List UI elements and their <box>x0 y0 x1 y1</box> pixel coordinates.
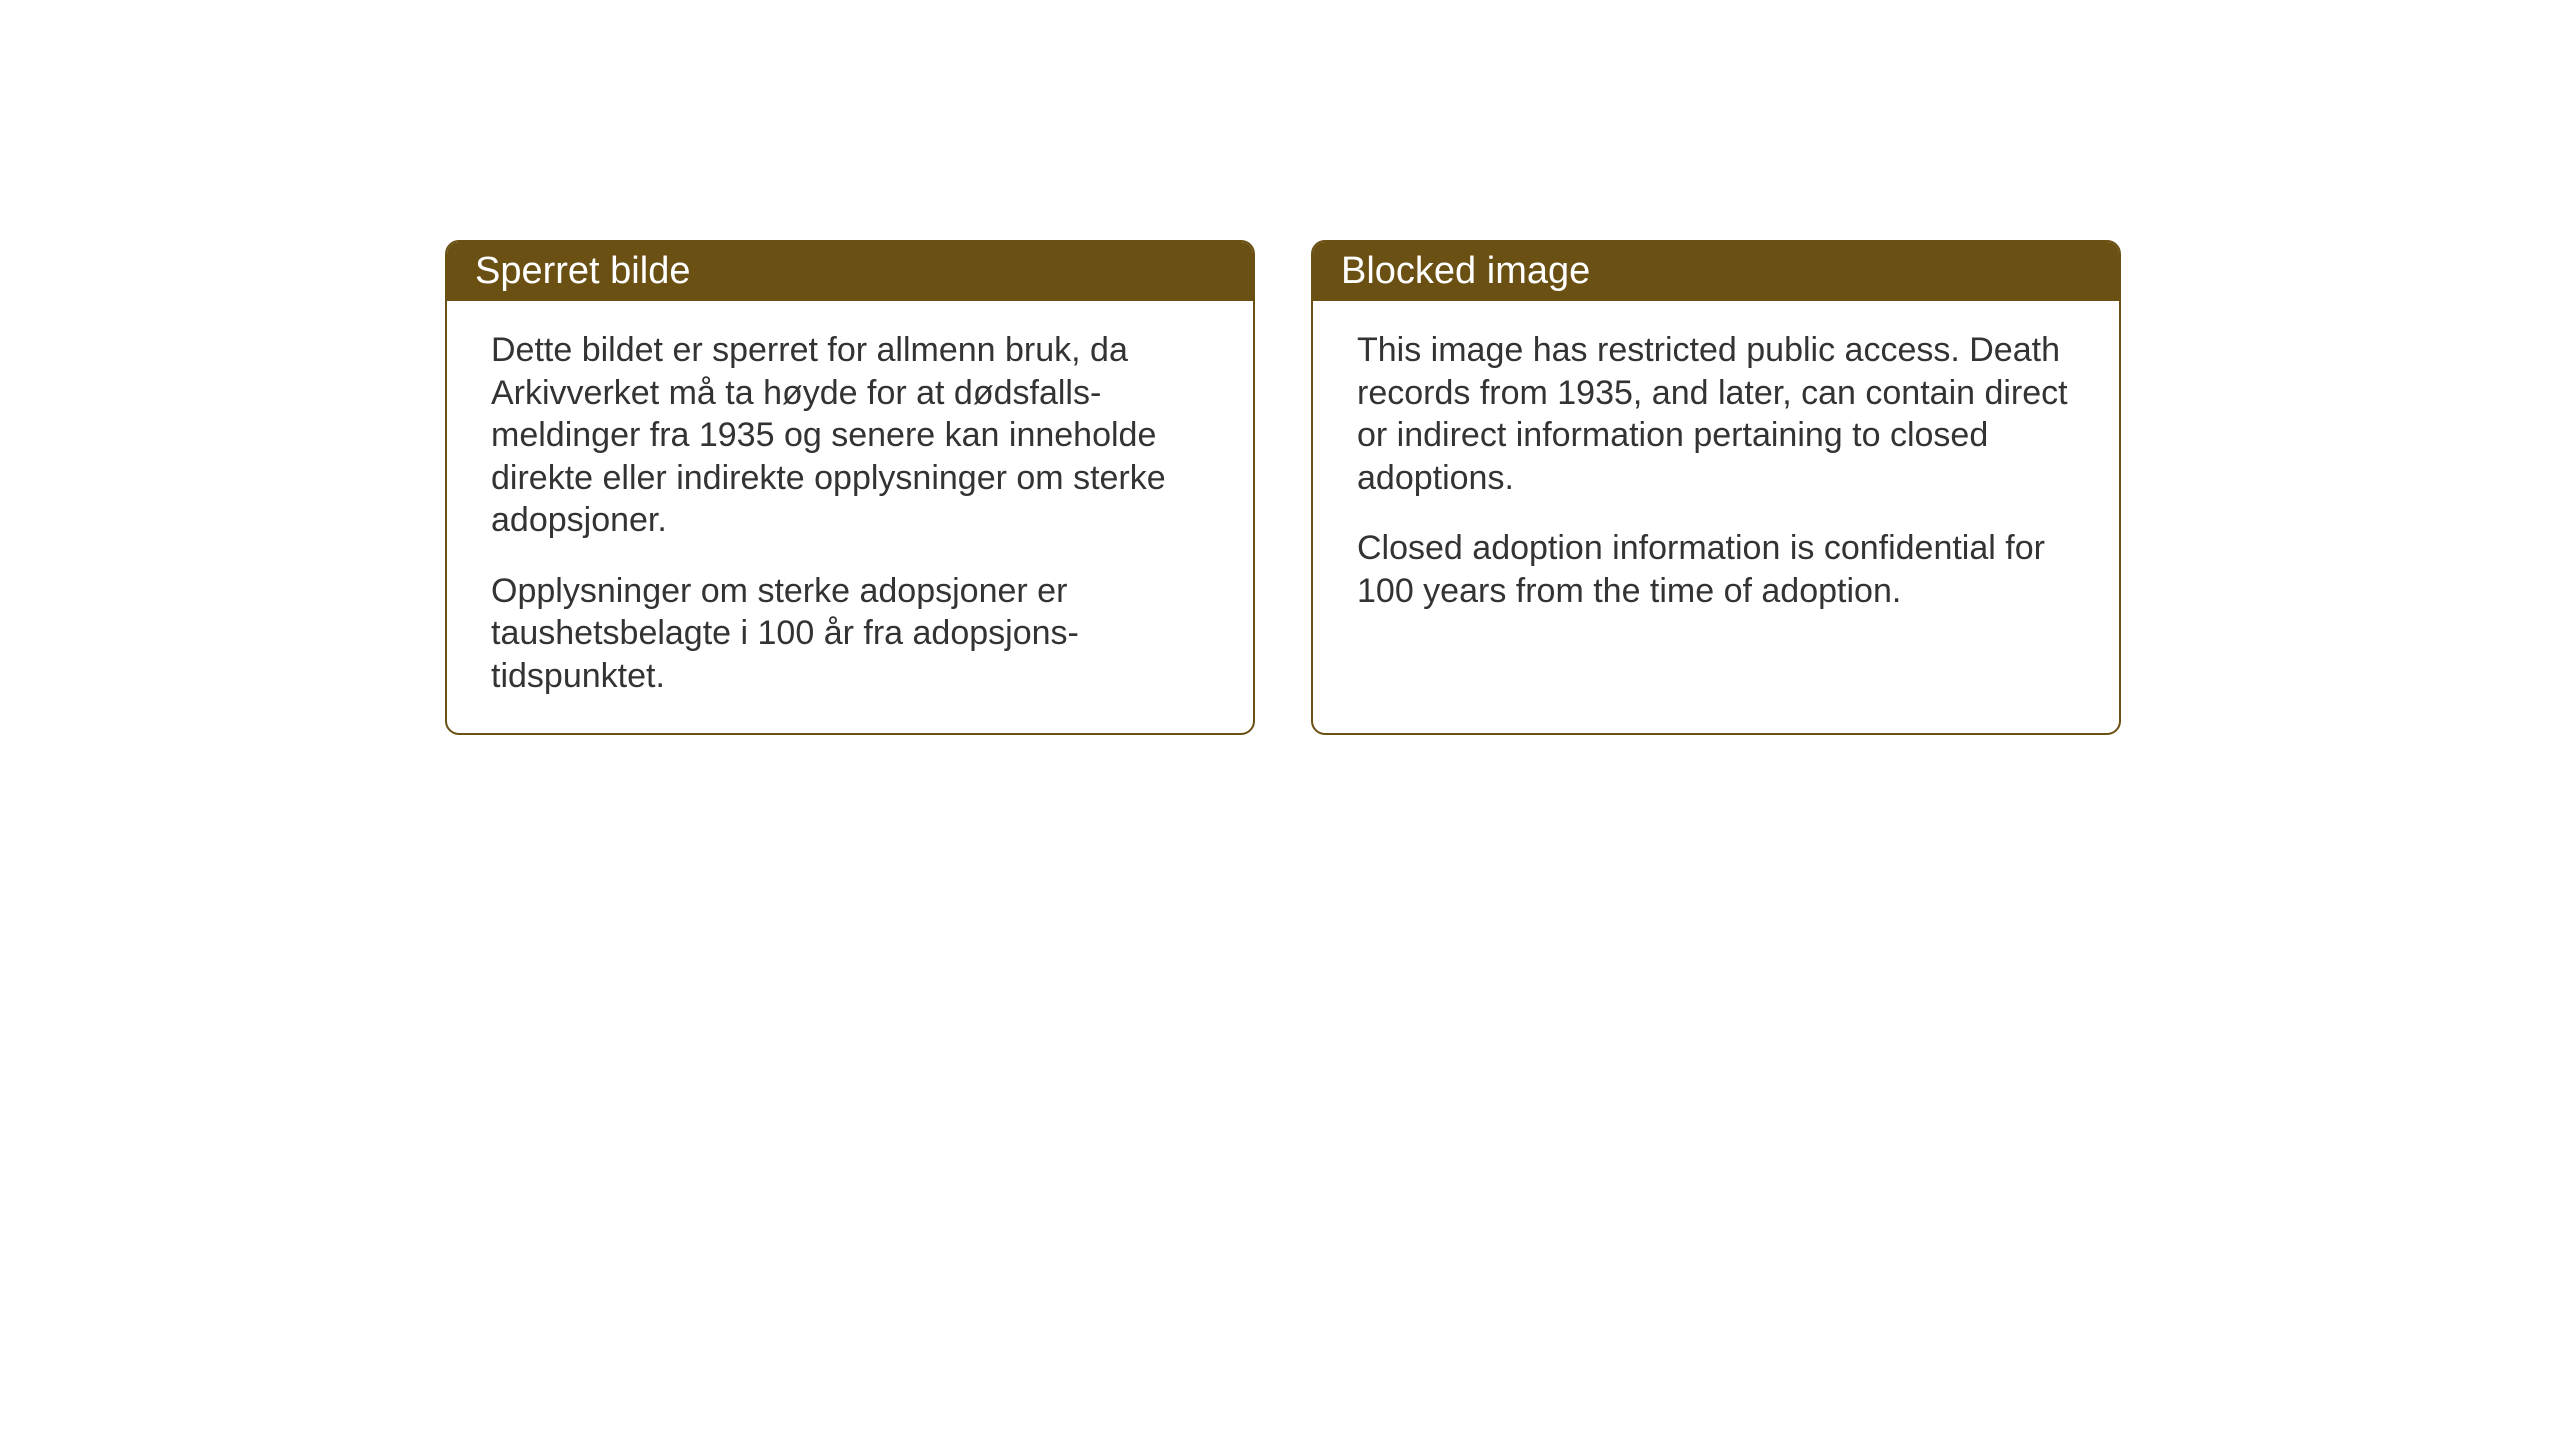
card-norwegian: Sperret bilde Dette bildet er sperret fo… <box>445 240 1255 735</box>
card-paragraph-english-1: This image has restricted public access.… <box>1357 329 2075 499</box>
card-header-norwegian: Sperret bilde <box>447 242 1253 301</box>
card-title-english: Blocked image <box>1341 250 1590 292</box>
card-paragraph-norwegian-1: Dette bildet er sperret for allmenn bruk… <box>491 329 1209 542</box>
card-english: Blocked image This image has restricted … <box>1311 240 2121 735</box>
card-paragraph-norwegian-2: Opplysninger om sterke adopsjoner er tau… <box>491 570 1209 698</box>
card-body-norwegian: Dette bildet er sperret for allmenn bruk… <box>447 301 1253 733</box>
card-paragraph-english-2: Closed adoption information is confident… <box>1357 527 2075 612</box>
card-body-english: This image has restricted public access.… <box>1313 301 2119 648</box>
card-header-english: Blocked image <box>1313 242 2119 301</box>
cards-container: Sperret bilde Dette bildet er sperret fo… <box>445 240 2121 735</box>
card-title-norwegian: Sperret bilde <box>475 250 690 292</box>
